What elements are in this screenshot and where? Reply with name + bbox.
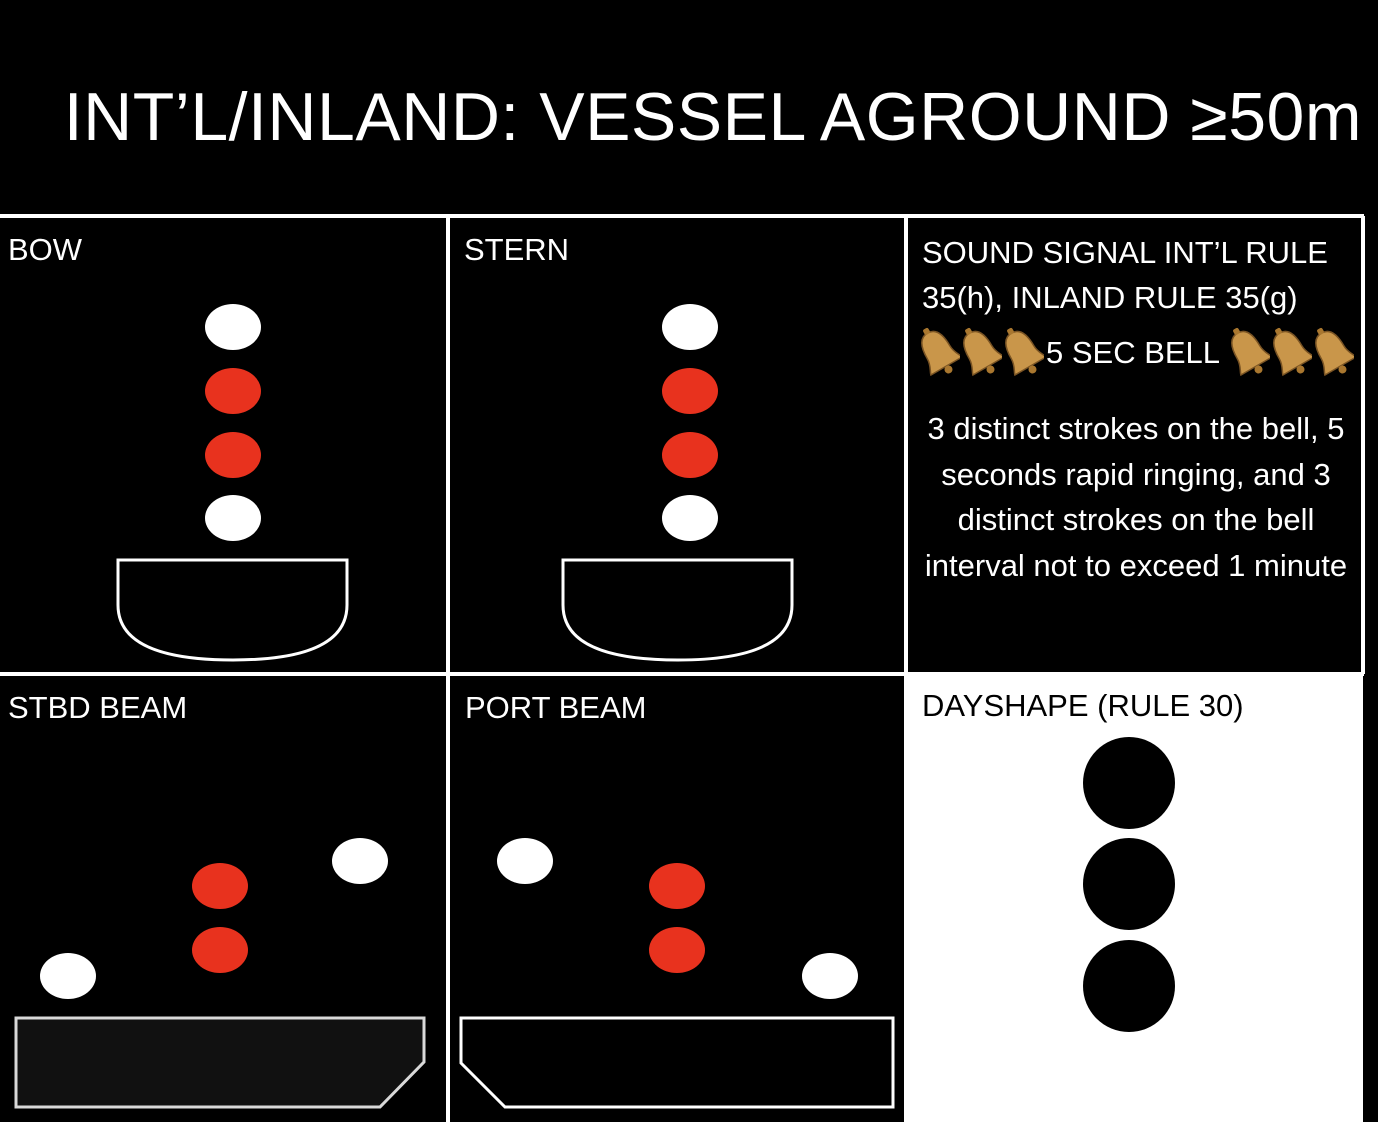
stern-white-light-bottom	[662, 495, 718, 541]
port-hull	[459, 1016, 895, 1109]
stbd-beam-lights	[40, 838, 388, 999]
bow-white-light-bottom	[205, 495, 261, 541]
bell-group-right	[1228, 324, 1355, 382]
page-title: INT’L/INLAND: VESSEL AGROUND ≥50m	[63, 79, 1362, 155]
stern-red-light-upper	[662, 368, 718, 414]
stern-label: STERN	[464, 232, 570, 267]
port-red-light-lower	[649, 927, 705, 973]
port-white-light-stern	[802, 953, 858, 999]
sound-signal-panel: SOUND SIGNAL INT’L RULE 35(h), INLAND RU…	[908, 218, 1363, 674]
stern-hull	[561, 558, 794, 662]
bow-hull	[116, 558, 349, 662]
dayshape-panel: DAYSHAPE (RULE 30)	[908, 676, 1363, 1122]
bell-icon	[1005, 327, 1044, 377]
stern-lights	[662, 304, 718, 541]
stbd-hull	[14, 1016, 426, 1109]
dayshape-ball-top	[1083, 737, 1175, 829]
stbd-red-light-lower	[192, 927, 248, 973]
bell-icon	[1231, 327, 1271, 377]
stbd-white-light-bow	[332, 838, 388, 884]
port-beam-panel: PORT BEAM	[450, 674, 906, 1122]
port-beam-label: PORT BEAM	[465, 690, 647, 725]
bell-icon	[1273, 327, 1313, 377]
stern-white-light-top	[662, 304, 718, 350]
port-beam-lights	[497, 838, 858, 999]
bell-row: 5 SEC BELL	[918, 323, 1358, 383]
stbd-red-light-upper	[192, 863, 248, 909]
bell-icon	[963, 327, 1002, 377]
stbd-white-light-stern	[40, 953, 96, 999]
bow-panel: BOW	[0, 216, 448, 674]
dayshape-ball-middle	[1083, 838, 1175, 930]
bow-label: BOW	[8, 232, 83, 267]
port-red-light-upper	[649, 863, 705, 909]
bow-lights	[205, 304, 261, 541]
stern-panel: STERN	[450, 216, 906, 674]
stbd-beam-label: STBD BEAM	[8, 690, 188, 725]
bow-red-light-upper	[205, 368, 261, 414]
bell-group-left	[918, 324, 1044, 382]
sound-signal-description: 3 distinct strokes on the bell, 5 second…	[924, 411, 1348, 583]
dayshape-balls	[1083, 737, 1175, 1032]
bow-red-light-lower	[205, 432, 261, 478]
bell-icon	[1315, 327, 1355, 377]
dayshape-ball-bottom	[1083, 940, 1175, 1032]
bow-white-light-top	[205, 304, 261, 350]
dayshape-label: DAYSHAPE (RULE 30)	[922, 688, 1244, 723]
stern-red-light-lower	[662, 432, 718, 478]
bell-label: 5 SEC BELL	[1046, 335, 1221, 370]
sound-signal-heading: SOUND SIGNAL INT’L RULE 35(h), INLAND RU…	[922, 235, 1328, 315]
stbd-beam-panel: STBD BEAM	[0, 674, 448, 1122]
bell-icon	[921, 327, 960, 377]
port-white-light-bow	[497, 838, 553, 884]
